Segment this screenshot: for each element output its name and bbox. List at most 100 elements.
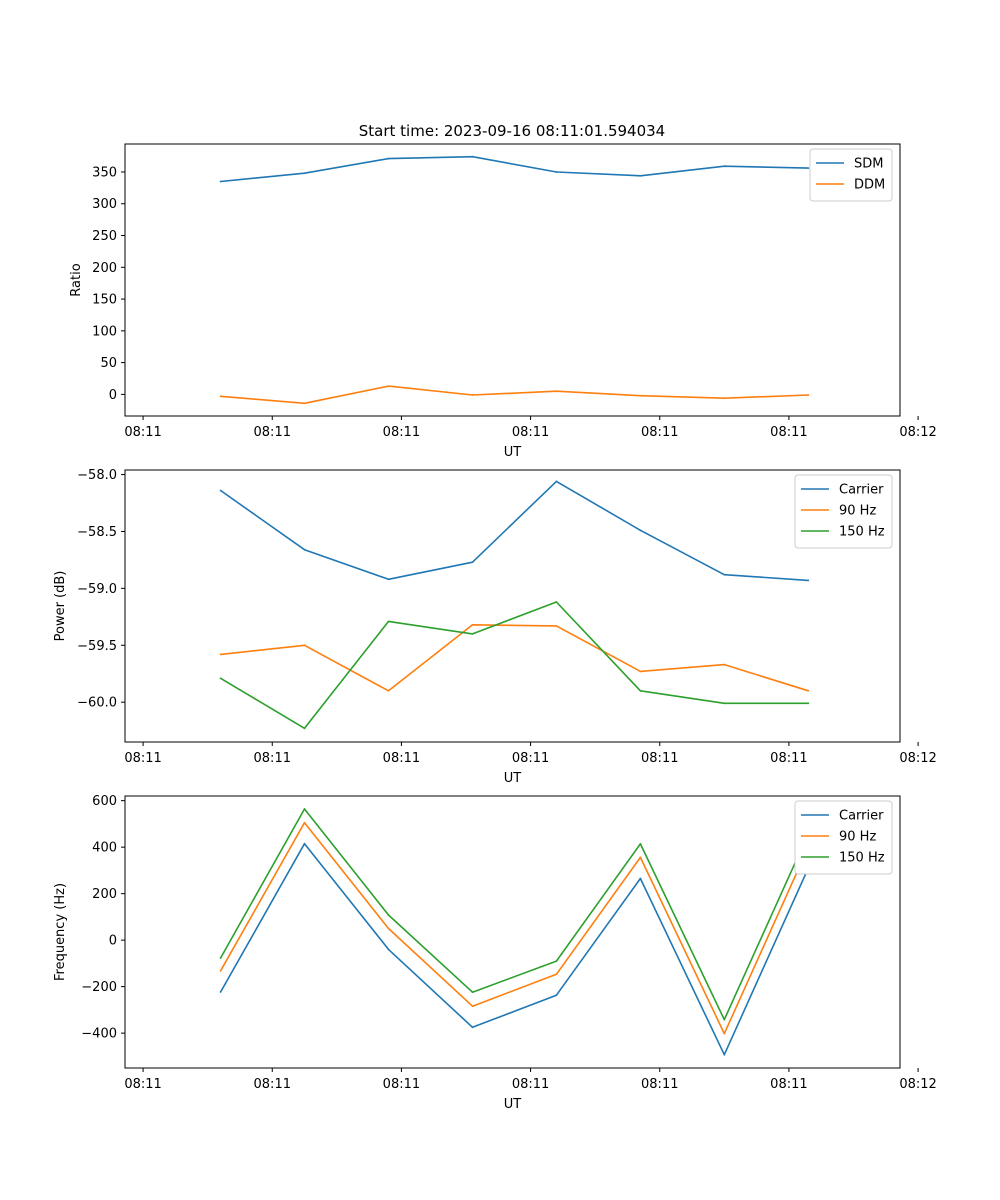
y-tick-label: −60.0 — [77, 696, 117, 711]
data-point — [219, 489, 222, 492]
series-line-150-hz — [220, 601, 809, 730]
data-point — [303, 644, 306, 647]
x-tick-label: 08:11 — [512, 751, 549, 766]
x-tick-label: 08:11 — [770, 751, 807, 766]
legend-label: 150 Hz — [839, 851, 885, 866]
data-point — [555, 601, 558, 603]
y-axis-label: Power (dB) — [53, 571, 68, 642]
y-tick-label: −200 — [81, 980, 117, 995]
series-line-90-hz — [219, 821, 810, 1035]
x-tick-label: 08:11 — [641, 425, 678, 440]
data-point — [723, 1032, 726, 1035]
data-point — [723, 663, 726, 666]
y-tick-label: −59.0 — [77, 582, 117, 597]
data-point — [219, 653, 222, 656]
data-point — [555, 960, 558, 962]
y-tick-label: 0 — [109, 934, 117, 949]
data-point — [723, 165, 726, 168]
data-point — [219, 677, 222, 680]
y-axis-label: Frequency (Hz) — [53, 883, 68, 981]
figure-title: Start time: 2023-09-16 08:11:01.594034 — [359, 122, 665, 140]
x-tick-label: 08:11 — [124, 751, 161, 766]
legend-box — [794, 474, 893, 549]
x-tick-label: 08:11 — [641, 751, 678, 766]
data-point — [387, 948, 390, 951]
legend-label: 150 Hz — [839, 525, 885, 540]
x-tick-label: 08:12 — [899, 751, 936, 766]
y-tick-label: −59.5 — [77, 639, 117, 654]
data-point — [639, 529, 642, 532]
data-point — [807, 167, 810, 170]
panel-2: 08:11 08:11 08:11 08:11 08:11 08:11 08:12 −60.0… — [53, 468, 937, 786]
x-tick-label: 08:12 — [899, 425, 936, 440]
data-point — [471, 394, 474, 396]
y-tick-label: 100 — [92, 324, 117, 339]
y-tick-label: −400 — [81, 1027, 117, 1042]
y-tick-label: 50 — [100, 356, 117, 371]
data-point — [303, 548, 306, 551]
data-point — [807, 689, 810, 692]
data-point — [555, 973, 558, 976]
data-point — [723, 1018, 726, 1021]
data-point — [723, 1053, 726, 1056]
data-point — [303, 172, 306, 175]
y-tick-label: 150 — [92, 293, 117, 308]
data-point — [471, 561, 474, 564]
series-line-150-hz — [219, 808, 810, 1021]
series-line-sdm — [220, 155, 809, 183]
y-tick-label: 200 — [92, 261, 117, 276]
legend: Carrier 90 Hz 150 Hz — [794, 474, 893, 549]
data-point — [639, 689, 642, 692]
y-tick-label: 400 — [92, 841, 117, 856]
legend: SDM DDM — [809, 148, 893, 202]
x-tick-label: 08:11 — [254, 425, 291, 440]
data-point — [387, 578, 390, 581]
data-point — [219, 957, 222, 959]
panel-1: 08:11 08:11 08:11 08:11 08:11 08:11 08:12 0 50 10… — [69, 143, 937, 460]
data-point — [723, 573, 726, 576]
y-tick-label: −58.0 — [77, 468, 117, 483]
data-point — [387, 914, 390, 916]
data-point — [471, 155, 474, 158]
data-point — [387, 157, 390, 160]
data-point — [639, 670, 642, 673]
data-point — [807, 579, 810, 582]
legend-label: 90 Hz — [839, 504, 876, 519]
legend-label: Carrier — [839, 483, 884, 498]
data-point — [303, 808, 306, 810]
data-point — [387, 927, 390, 930]
x-tick-label: 08:11 — [254, 751, 291, 766]
series-line-carrier — [220, 480, 809, 582]
y-tick-label: 250 — [92, 229, 117, 244]
y-tick-label: 300 — [92, 197, 117, 212]
data-point — [219, 969, 222, 972]
data-point — [471, 632, 474, 635]
x-tick-label: 08:11 — [512, 425, 549, 440]
x-tick-label: 08:11 — [383, 751, 420, 766]
legend-label: DDM — [854, 178, 885, 193]
data-point — [303, 727, 306, 730]
data-point — [639, 856, 642, 859]
data-point — [303, 402, 306, 405]
data-point — [639, 174, 642, 177]
data-point — [471, 623, 474, 626]
data-point — [639, 394, 642, 397]
data-point — [219, 991, 222, 993]
x-tick-label: 08:11 — [383, 425, 420, 440]
x-tick-label: 08:11 — [770, 425, 807, 440]
legend-box — [809, 148, 893, 202]
y-axis-label: Ratio — [69, 263, 84, 296]
axes-frame — [124, 469, 901, 743]
series-line-ddm — [220, 385, 809, 405]
x-tick-label: 08:11 — [124, 425, 161, 440]
data-point — [387, 689, 390, 692]
data-point — [723, 397, 726, 400]
axes-frame — [124, 795, 901, 1069]
axes-frame — [124, 143, 901, 417]
x-tick-label: 08:12 — [899, 1077, 936, 1092]
y-tick-label: 0 — [109, 388, 117, 403]
series-line-carrier — [219, 842, 810, 1056]
x-axis-label: UT — [504, 1097, 522, 1112]
data-point — [387, 620, 390, 623]
